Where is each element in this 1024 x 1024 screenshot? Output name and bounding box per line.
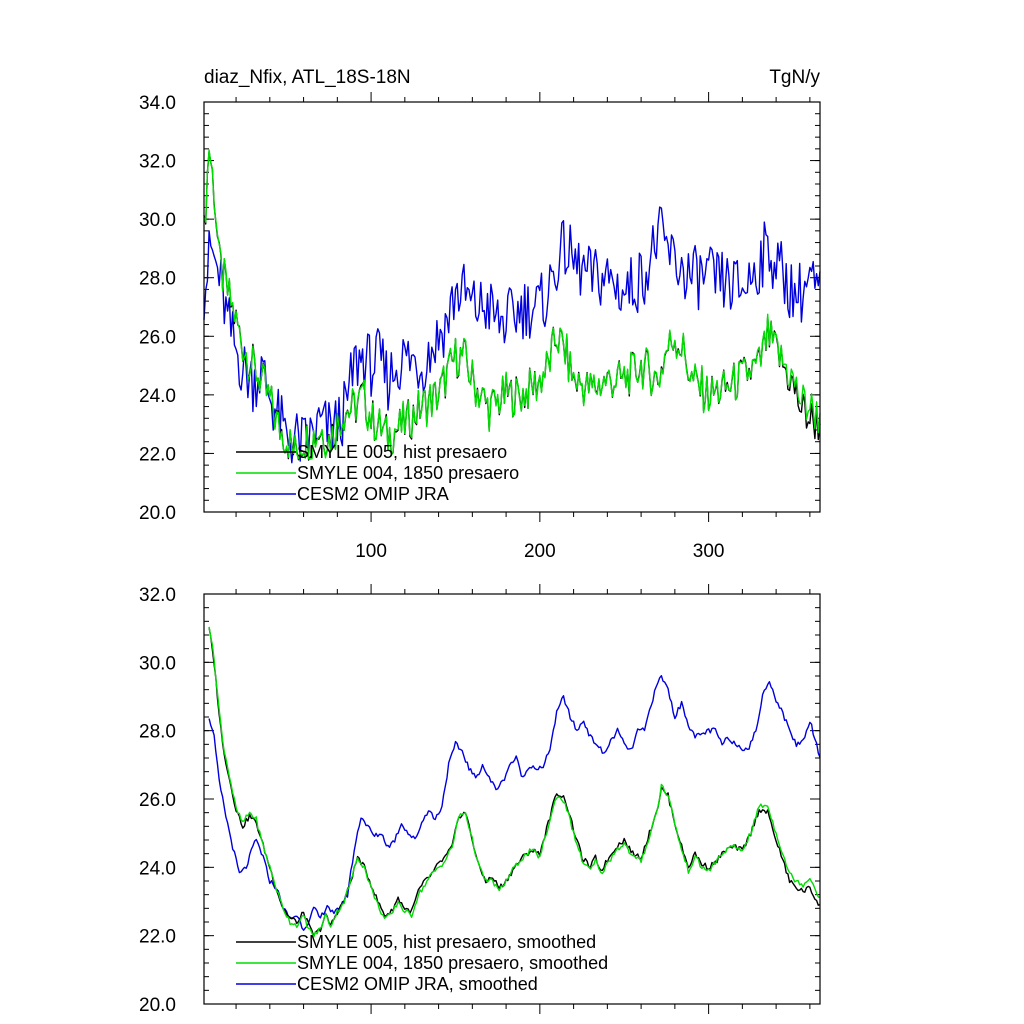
legend-label: SMYLE 005, hist presaero, smoothed [297,932,596,952]
top-series-group [203,149,821,464]
legend-label: CESM2 OMIP JRA [297,484,449,504]
bottom-series-group [208,626,821,938]
top-ticks: 20.0 22.0 24.0 26.0 28.0 30.0 32.0 34.0 100 200 30… [139,92,820,562]
y-tick-label: 32.0 [139,585,176,606]
series-line-smyle004 [208,626,821,938]
y-tick-label: 30.0 [139,653,176,674]
legend-label: SMYLE 005, hist presaero [297,442,507,462]
bottom-ticks: 20.0 22.0 24.0 26.0 28.0 30.0 32.0 [139,584,820,1016]
y-tick-label: 26.0 [139,327,176,348]
top-plot-frame [203,101,821,513]
y-tick-label: 22.0 [139,927,176,948]
series-line-cesm2-omip [203,206,821,464]
y-tick-label: 28.0 [139,269,176,290]
y-tick-label: 22.0 [139,444,176,465]
y-tick-label: 34.0 [139,93,176,114]
legend-label: SMYLE 004, 1850 presaero [297,463,519,483]
y-tick-label: 24.0 [139,386,176,407]
units-label: TgN/y [769,67,820,88]
legend-label: CESM2 OMIP JRA, smoothed [297,974,538,994]
top-chart-title: diaz_Nfix, ATL_18S-18N [204,67,411,88]
bottom-legend: SMYLE 005, hist presaero, smoothedSMYLE … [236,932,608,994]
bottom-plot-frame [203,593,821,1005]
y-tick-label: 26.0 [139,790,176,811]
x-tick-label: 300 [693,541,725,562]
y-tick-label: 32.0 [139,152,176,173]
y-tick-label: 24.0 [139,858,176,879]
x-tick-label: 200 [524,541,556,562]
legend-label: SMYLE 004, 1850 presaero, smoothed [297,953,608,973]
series-line-smyle005 [208,627,821,938]
y-tick-label: 30.0 [139,210,176,231]
top-panel: diaz_Nfix, ATL_18S-18N TgN/y 20.0 22.0 24.… [139,67,821,562]
y-tick-label: 20.0 [139,503,176,524]
series-line-smyle004 [203,149,821,460]
bottom-panel: 20.0 22.0 24.0 26.0 28.0 30.0 32.0 SMYLE 005, … [139,584,821,1016]
y-tick-label: 28.0 [139,722,176,743]
x-tick-label: 100 [355,541,387,562]
y-tick-label: 20.0 [139,995,176,1016]
series-line-cesm2-omip [208,675,821,931]
